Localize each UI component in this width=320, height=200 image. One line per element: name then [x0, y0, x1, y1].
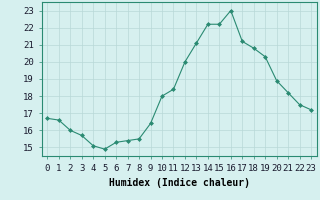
- X-axis label: Humidex (Indice chaleur): Humidex (Indice chaleur): [109, 178, 250, 188]
